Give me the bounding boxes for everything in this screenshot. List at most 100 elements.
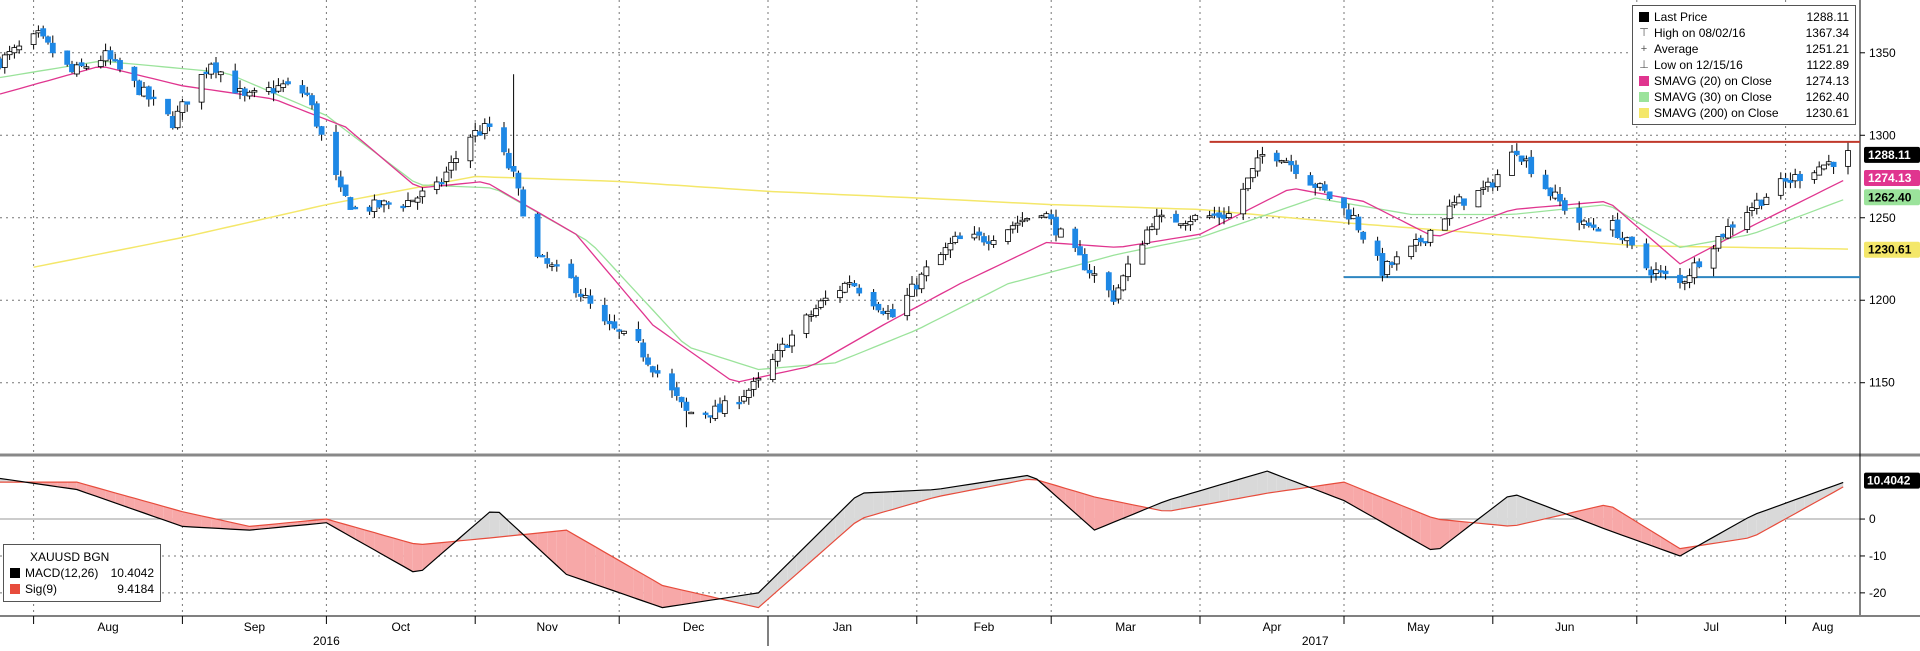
candle-down [611, 321, 618, 329]
candle-down [856, 287, 863, 294]
macd-line [0, 470, 1844, 609]
candle-down [1758, 199, 1765, 206]
candle-up [73, 64, 80, 75]
macd-fill-bear [1372, 493, 1383, 523]
candle-up [251, 90, 258, 93]
candle-up [30, 33, 37, 45]
candle-up [909, 283, 915, 297]
month-label: Jan [833, 620, 852, 634]
y-tick-label: 1150 [1869, 376, 1895, 390]
candle-up [1144, 229, 1151, 244]
macd-fill-bull [835, 507, 845, 541]
macd-fill-bear [1123, 502, 1133, 519]
month-label: May [1407, 620, 1430, 634]
candle-down [539, 255, 546, 258]
candle-down [1662, 270, 1669, 275]
macd-fill-bear [537, 532, 548, 557]
macd-fill-bull [1766, 506, 1776, 530]
legend-value: 1288.11 [1806, 10, 1850, 24]
macd-tag-label: 10.4042 [1867, 474, 1911, 488]
month-label: Aug [1812, 620, 1833, 634]
candle-down [285, 81, 291, 85]
candle-up [1456, 196, 1463, 204]
candle-down [635, 329, 642, 342]
macd-fill-bull [748, 592, 759, 608]
candle-down [1389, 262, 1395, 266]
candle-up [1485, 181, 1491, 188]
candle-down [1086, 269, 1093, 274]
candle-up [841, 282, 848, 293]
candle-up [419, 190, 426, 198]
candle-up [1581, 220, 1587, 226]
candle-down [1547, 187, 1554, 197]
candle-up [779, 343, 786, 351]
candle-down [45, 36, 51, 43]
candle-up [1777, 178, 1784, 196]
macd-fill-bear [1420, 513, 1431, 550]
candle-down [1590, 224, 1597, 228]
legend-row-sma200: SMAVG (200) on Close 1230.61 [1639, 105, 1849, 121]
candle-up [1120, 275, 1127, 291]
macd-fill-bear [345, 524, 356, 540]
candle-down [587, 295, 594, 304]
macd-fill-bear [1056, 485, 1066, 505]
candle-up [846, 282, 853, 285]
candle-down [78, 62, 85, 67]
candle-down [736, 401, 743, 405]
macd-fill-bear [1334, 482, 1344, 501]
candle-down [573, 276, 579, 294]
macd-fill-bear [1593, 505, 1604, 529]
candle-up [35, 30, 42, 34]
candle-down [645, 357, 651, 365]
candle-up [1254, 157, 1261, 172]
candle-up [246, 91, 253, 97]
candle-down [1211, 213, 1218, 216]
legend-row-sma30: SMAVG (30) on Close 1262.40 [1639, 89, 1849, 105]
macd-fill-bull [1219, 482, 1229, 503]
macd-fill-bull [940, 487, 951, 496]
macd-fill-bear [201, 515, 212, 529]
candle-up [217, 71, 224, 76]
macd-fill-bull [1267, 471, 1277, 494]
candle-down [1345, 209, 1352, 220]
candle-up [1158, 214, 1165, 218]
year-label: 2016 [313, 634, 340, 646]
macd-legend-label: MACD(12,26) [25, 566, 99, 580]
candle-up [1523, 158, 1530, 162]
macd-fill-bull [902, 490, 912, 507]
macd-fill-bear [1382, 497, 1392, 528]
candle-down [1221, 214, 1227, 219]
candle-down [683, 401, 690, 411]
candle-down [352, 206, 359, 210]
candle-down [1797, 173, 1803, 182]
candle-down [1677, 274, 1683, 283]
candle-down [438, 182, 445, 185]
candle-up [1653, 269, 1659, 274]
macd-fill-bear [652, 579, 663, 608]
square-icon [1639, 12, 1649, 22]
candle-down [616, 329, 623, 332]
candle-up [688, 411, 695, 415]
candle-down [1595, 228, 1602, 232]
candle-down [313, 103, 320, 127]
candle-up [433, 181, 440, 190]
month-label: Jul [1704, 620, 1719, 634]
candle-up [741, 396, 747, 402]
candle-up [1475, 190, 1482, 208]
candle-up [1744, 212, 1751, 230]
candle-up [745, 389, 752, 398]
candle-down [702, 412, 709, 415]
candle-up [1763, 196, 1770, 205]
candle-down [981, 236, 987, 243]
macd-fill-bear [547, 531, 557, 566]
candle-up [1249, 168, 1256, 179]
legend-label: SMAVG (30) on Close [1654, 90, 1772, 104]
macd-fill-bull [854, 492, 864, 524]
price-tag-label: 1230.61 [1868, 243, 1912, 257]
macd-fill-bull [1190, 490, 1200, 508]
candle-up [721, 400, 728, 414]
macd-fill-bear [144, 500, 154, 517]
sma200-line [33, 175, 1849, 268]
candle-down [515, 172, 522, 189]
